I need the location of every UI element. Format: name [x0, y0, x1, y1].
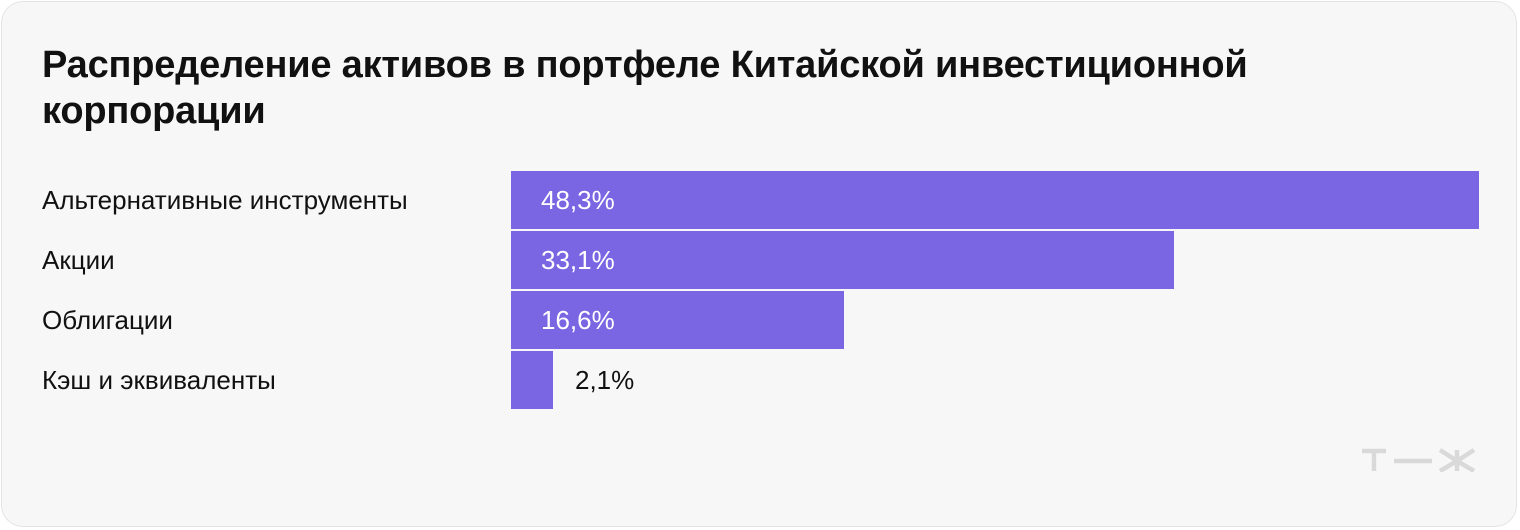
tzh-logo-icon	[1362, 448, 1476, 472]
bar-bonds	[511, 291, 844, 349]
value-label-cash: 2,1%	[575, 365, 635, 395]
bar-stocks	[511, 231, 1174, 289]
value-label-stocks: 33,1%	[541, 245, 615, 275]
chart-title: Распределение активов в портфеле Китайск…	[42, 44, 1248, 132]
value-label-alternative: 48,3%	[541, 185, 615, 215]
value-label-bonds: 16,6%	[541, 305, 615, 335]
category-label-bonds: Облигации	[42, 305, 173, 335]
category-label-alternative: Альтернативные инструменты	[42, 185, 408, 215]
bar-alternative	[511, 171, 1479, 229]
category-label-stocks: Акции	[42, 245, 115, 275]
category-label-cash: Кэш и эквиваленты	[42, 365, 276, 395]
bar-cash	[511, 351, 553, 409]
